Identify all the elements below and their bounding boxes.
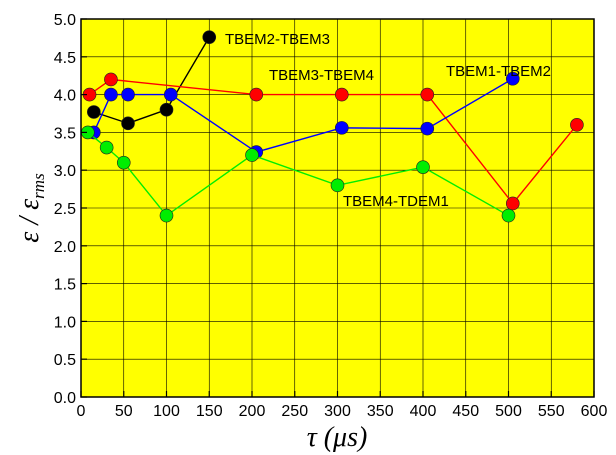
series-label-tbem4-tdem1: TBEM4-TDEM1 bbox=[343, 193, 449, 210]
data-point-tbem3-tbem4 bbox=[506, 197, 519, 210]
x-axis-title: τ (μs) bbox=[307, 422, 368, 453]
x-tick-label: 200 bbox=[239, 403, 266, 420]
y-tick-label: 4.5 bbox=[54, 50, 76, 67]
y-axis-title-sub: rms bbox=[29, 173, 48, 199]
data-point-tbem4-tdem1 bbox=[502, 209, 515, 222]
y-tick-label: 5.0 bbox=[54, 12, 76, 29]
series-label-tbem2-tbem3: TBEM2-TBEM3 bbox=[225, 31, 330, 48]
y-tick-label: 3.0 bbox=[54, 163, 76, 180]
data-point-tbem4-tdem1 bbox=[331, 179, 344, 192]
x-tick-label: 450 bbox=[452, 403, 479, 420]
y-tick-label: 1.0 bbox=[54, 314, 76, 331]
x-tick-label: 100 bbox=[153, 403, 180, 420]
y-tick-label: 2.0 bbox=[54, 239, 76, 256]
y-tick-label: 0.0 bbox=[54, 390, 76, 407]
x-tick-label: 250 bbox=[281, 403, 308, 420]
data-point-tbem2-tbem3 bbox=[87, 105, 100, 118]
data-point-tbem3-tbem4 bbox=[421, 88, 434, 101]
data-point-tbem1-tbem2 bbox=[104, 88, 117, 101]
data-point-tbem4-tdem1 bbox=[160, 209, 173, 222]
series-label-tbem3-tbem4: TBEM3-TBEM4 bbox=[269, 67, 374, 84]
x-tick-label: 500 bbox=[495, 403, 522, 420]
series-label-tbem1-tbem2: TBEM1-TBEM2 bbox=[446, 63, 551, 80]
data-point-tbem1-tbem2 bbox=[164, 88, 177, 101]
x-tick-label: 550 bbox=[538, 403, 565, 420]
x-tick-label: 50 bbox=[115, 403, 133, 420]
data-point-tbem4-tdem1 bbox=[417, 161, 430, 174]
data-point-tbem3-tbem4 bbox=[104, 73, 117, 86]
y-axis-title-main: ε / ε bbox=[14, 199, 45, 243]
x-tick-label: 0 bbox=[77, 403, 86, 420]
data-point-tbem1-tbem2 bbox=[122, 88, 135, 101]
data-point-tbem4-tdem1 bbox=[100, 141, 113, 154]
y-tick-label: 4.0 bbox=[54, 88, 76, 105]
data-point-tbem3-tbem4 bbox=[570, 118, 583, 131]
y-tick-label: 0.5 bbox=[54, 352, 76, 369]
data-point-tbem1-tbem2 bbox=[421, 122, 434, 135]
y-axis-title: ε / εrms bbox=[14, 173, 48, 243]
data-point-tbem2-tbem3 bbox=[122, 117, 135, 130]
x-tick-label: 600 bbox=[581, 403, 608, 420]
x-tick-label: 150 bbox=[196, 403, 223, 420]
x-tick-label: 400 bbox=[410, 403, 437, 420]
data-point-tbem2-tbem3 bbox=[203, 31, 216, 44]
data-point-tbem4-tdem1 bbox=[246, 149, 259, 162]
y-tick-label: 2.5 bbox=[54, 201, 76, 218]
x-tick-label: 350 bbox=[367, 403, 394, 420]
data-point-tbem3-tbem4 bbox=[250, 88, 263, 101]
y-tick-label: 3.5 bbox=[54, 125, 76, 142]
data-point-tbem4-tdem1 bbox=[117, 156, 130, 169]
data-point-tbem2-tbem3 bbox=[160, 103, 173, 116]
y-tick-label: 1.5 bbox=[54, 277, 76, 294]
data-point-tbem3-tbem4 bbox=[335, 88, 348, 101]
x-tick-label: 300 bbox=[324, 403, 351, 420]
data-point-tbem1-tbem2 bbox=[335, 121, 348, 134]
